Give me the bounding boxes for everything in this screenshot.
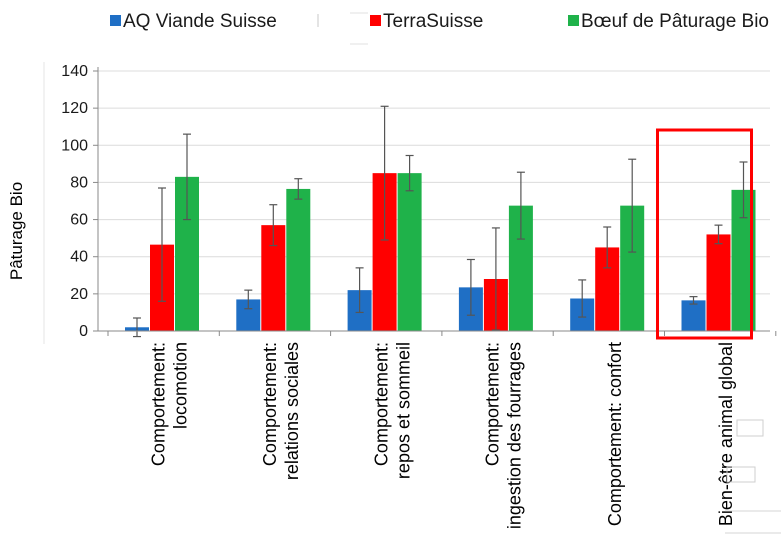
y-tick-label: 0 xyxy=(79,323,88,340)
category-label: Comportement: confort xyxy=(605,342,625,526)
bar xyxy=(681,300,706,331)
y-tick-label: 40 xyxy=(70,249,88,266)
category-label: ingestion des fourrages xyxy=(505,342,525,529)
category-label: Comportement: xyxy=(483,342,503,466)
legend-label: Bœuf de Pâturage Bio xyxy=(581,11,769,32)
artifact-box xyxy=(726,466,756,483)
legend: AQ Viande Suisse TerraSuisse Bœuf de Pâtur… xyxy=(110,11,769,32)
bar xyxy=(706,234,731,331)
highlight-box-group xyxy=(656,128,753,340)
y-tick-label: 100 xyxy=(61,137,88,154)
y-tick-label: 140 xyxy=(61,63,88,80)
bars xyxy=(125,173,756,331)
y-axis-ticks: 0 20 40 60 80 100 120 140 xyxy=(61,63,98,340)
crop-artifacts xyxy=(317,12,781,534)
legend-swatch xyxy=(568,15,579,26)
gridlines xyxy=(98,70,770,332)
y-axis-label-group: Pâturage Bio xyxy=(7,182,26,280)
category-label: Comportement: xyxy=(371,342,391,466)
category-label: Comportement: xyxy=(260,342,280,466)
y-tick-label: 80 xyxy=(70,174,88,191)
y-tick-label: 60 xyxy=(70,212,88,229)
category-labels: Comportement: locomotion Comportement: rela… xyxy=(149,342,737,529)
category-label: repos et sommeil xyxy=(393,342,413,479)
category-label: Bien-être animal global xyxy=(716,342,736,526)
legend-label: TerraSuisse xyxy=(383,11,483,32)
y-tick-label: 20 xyxy=(70,286,88,303)
category-label: locomotion xyxy=(171,342,191,429)
legend-swatch xyxy=(370,15,381,26)
artifact-box xyxy=(736,419,764,437)
y-axis-label: Pâturage Bio xyxy=(7,182,26,280)
bar xyxy=(236,299,261,331)
category-label: relations sociales xyxy=(282,342,302,480)
error-bars xyxy=(133,105,748,338)
highlight-box xyxy=(656,128,753,340)
legend-swatch xyxy=(110,15,121,26)
bar xyxy=(286,188,311,331)
category-label: Comportement: xyxy=(149,342,169,466)
bar xyxy=(397,173,422,331)
legend-label: AQ Viande Suisse xyxy=(123,11,277,32)
y-tick-label: 120 xyxy=(61,100,88,117)
